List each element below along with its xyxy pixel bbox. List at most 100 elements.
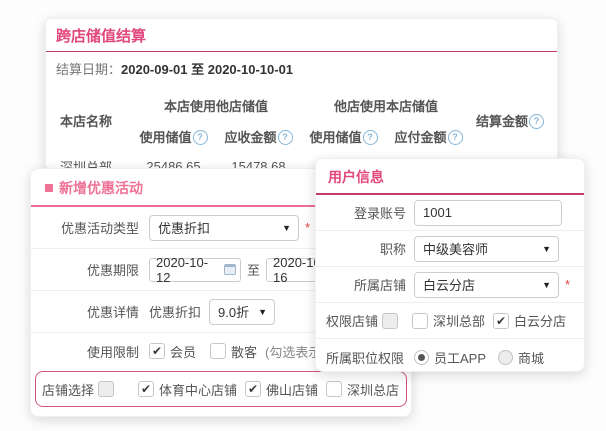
role-mall-label: 商城	[518, 350, 545, 366]
period-start-value: 2020-10-12	[156, 254, 209, 285]
perm-checkbox-item: ✔ 白云分店	[493, 311, 566, 330]
col-sub-receivable: 应收金额?	[216, 127, 301, 146]
col-sub-used-value-1: 使用储值?	[131, 127, 216, 146]
settlement-title: 跨店储值结算	[46, 19, 557, 52]
guest-checkbox-item: 散客	[210, 342, 257, 361]
promo-type-row: 优惠活动类型 优惠折扣 ▼ *	[31, 207, 411, 249]
chevron-down-icon: ▼	[258, 306, 268, 317]
settlement-panel: 跨店储值结算 结算日期：2020-09-01 至 2020-10-10-01 本…	[45, 18, 558, 175]
col-sub-used-value-2: 使用储值?	[301, 127, 386, 146]
login-account-label: 登录账号	[353, 206, 406, 221]
help-icon[interactable]: ?	[529, 113, 544, 129]
store-select-label: 店铺选择	[42, 382, 95, 398]
belong-store-value: 白云分店	[423, 278, 476, 293]
role-radio-item: 员工APP	[414, 348, 486, 367]
guest-label: 散客	[231, 344, 258, 360]
period-to-text: 至	[247, 263, 261, 278]
sub2-label: 应收金额	[224, 129, 277, 145]
member-checkbox-item: ✔ 会员	[149, 342, 196, 361]
settlement-date-line: 结算日期：2020-09-01 至 2020-10-10-01	[46, 52, 557, 85]
member-label: 会员	[170, 344, 197, 360]
job-title-value: 中级美容师	[423, 242, 489, 257]
perm-store-row: 权限店铺 深圳总部 ✔ 白云分店	[316, 303, 584, 339]
store-shenzhen-label: 深圳总店	[347, 382, 400, 398]
help-icon[interactable]: ?	[192, 129, 208, 145]
promo-type-label: 优惠活动类型	[60, 221, 139, 236]
sub1-label: 使用储值	[139, 129, 192, 145]
check-icon: ✔	[140, 382, 152, 396]
store-foshan-label: 佛山店铺	[266, 382, 319, 398]
chevron-down-icon: ▼	[542, 243, 551, 254]
discount-value: 9.0折	[218, 305, 250, 320]
role-radio-item: 商城	[498, 348, 544, 367]
store-sports-center-checkbox[interactable]: ✔	[138, 381, 155, 397]
settlement-date-label: 结算日期：	[56, 62, 122, 77]
col-group-this-store: 本店使用他店储值	[163, 98, 268, 114]
required-asterisk: *	[565, 277, 571, 292]
settle-amount-label: 结算金额	[475, 113, 528, 129]
promo-panel-title: 新增优惠活动	[31, 169, 411, 207]
help-icon[interactable]: ?	[362, 129, 378, 145]
perm-checkbox-item: 深圳总部	[412, 311, 485, 330]
discount-select[interactable]: 9.0折 ▼	[209, 298, 276, 325]
belong-store-row: 所属店铺 白云分店 ▼ *	[316, 267, 584, 303]
settlement-date-value: 2020-09-01 至 2020-10-10-01	[121, 62, 294, 77]
perm-baiyun-checkbox[interactable]: ✔	[493, 312, 510, 329]
login-account-row: 登录账号	[316, 195, 584, 231]
perm-select-all-checkbox[interactable]	[382, 312, 399, 329]
job-title-select[interactable]: 中级美容师 ▼	[414, 235, 559, 262]
job-title-row: 职称 中级美容师 ▼	[316, 231, 584, 267]
radio-employee-app[interactable]	[414, 349, 430, 365]
store-checkbox-item: 深圳总店	[326, 380, 399, 399]
store-select-highlight-row: 店铺选择 ✔ 体育中心店铺 ✔ 佛山店铺 深圳总店	[35, 371, 407, 407]
perm-shenzhen-hq-label: 深圳总部	[433, 314, 486, 329]
role-employee-app-label: 员工APP	[434, 350, 487, 366]
usage-limit-label: 使用限制	[86, 344, 139, 360]
help-icon[interactable]: ?	[447, 129, 463, 145]
sub3-label: 使用储值	[309, 129, 362, 145]
col-sub-payable: 应付金额?	[386, 127, 471, 146]
promo-detail-row: 优惠详情 优惠折扣 9.0折 ▼	[31, 291, 411, 333]
chevron-down-icon: ▼	[282, 222, 291, 233]
perm-baiyun-label: 白云分店	[514, 314, 567, 329]
period-end-value: 2020-10-16	[273, 254, 326, 285]
col-header-settle-amount: 结算金额?	[471, 111, 549, 130]
belong-store-label: 所属店铺	[353, 278, 406, 293]
store-checkbox-item: ✔ 体育中心店铺	[138, 380, 237, 399]
user-info-title: 用户信息	[316, 159, 584, 195]
col-header-store: 本店名称	[60, 113, 113, 129]
col-group-other-store: 他店使用本店储值	[333, 98, 438, 114]
perm-store-label: 权限店铺	[326, 314, 379, 329]
check-icon: ✔	[248, 382, 259, 396]
calendar-icon[interactable]	[224, 264, 236, 275]
promo-type-value: 优惠折扣	[158, 221, 211, 236]
required-asterisk: *	[305, 220, 311, 235]
perm-shenzhen-hq-checkbox[interactable]	[412, 312, 429, 329]
check-icon: ✔	[151, 344, 163, 358]
chevron-down-icon: ▼	[542, 279, 551, 290]
promo-title-text: 新增优惠活动	[59, 180, 143, 196]
guest-checkbox[interactable]	[210, 343, 227, 359]
user-info-panel: 用户信息 登录账号 职称 中级美容师 ▼ 所属店铺 白云分店 ▼ * 权限店铺 …	[315, 158, 585, 372]
store-checkbox-item: ✔ 佛山店铺	[245, 380, 318, 399]
promo-detail-label: 优惠详情	[86, 305, 139, 320]
store-shenzhen-checkbox[interactable]	[326, 381, 343, 397]
member-checkbox[interactable]: ✔	[149, 343, 165, 359]
role-permission-label: 所属职位权限	[326, 350, 405, 366]
help-icon[interactable]: ?	[277, 129, 293, 145]
job-title-label: 职称	[379, 242, 406, 257]
promo-detail-sub-label: 优惠折扣	[149, 305, 202, 320]
store-select-all-checkbox[interactable]	[98, 381, 115, 397]
store-sports-center-label: 体育中心店铺	[159, 382, 238, 398]
radio-mall[interactable]	[498, 349, 514, 365]
check-icon: ✔	[496, 313, 507, 328]
store-foshan-checkbox[interactable]: ✔	[245, 381, 262, 397]
period-start-input[interactable]: 2020-10-12	[149, 254, 241, 285]
promo-type-select[interactable]: 优惠折扣 ▼	[149, 214, 299, 241]
promo-period-label: 优惠期限	[86, 263, 139, 278]
role-permission-row: 所属职位权限 员工APP 商城	[316, 339, 584, 375]
square-bullet-icon	[45, 184, 53, 192]
sub4-label: 应付金额	[394, 129, 447, 145]
belong-store-select[interactable]: 白云分店 ▼	[414, 271, 559, 298]
login-account-input[interactable]	[414, 199, 562, 226]
